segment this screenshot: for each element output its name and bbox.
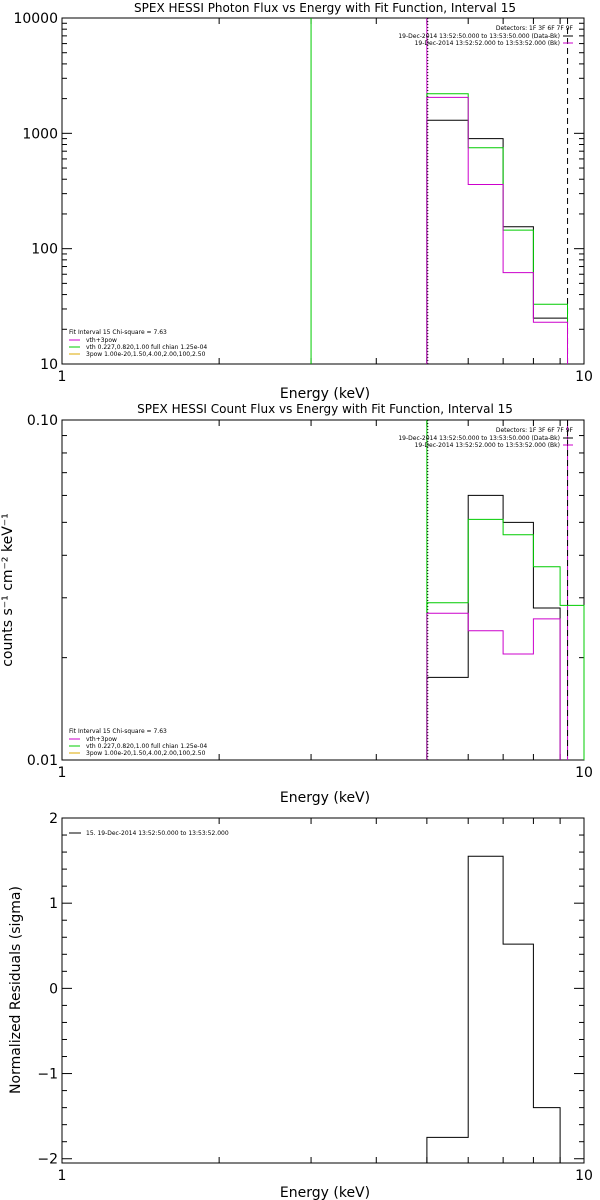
legend-data-interval: 19-Dec-2014 13:52:50.000 to 13:53:50.000… (398, 33, 560, 40)
residuals-y-tick-label: 0 (49, 981, 58, 997)
residuals-plot-frame (61, 817, 585, 1164)
legend-vth-label: vth 0.227,0.820,1.00 full chian 1.25e-04 (86, 344, 207, 351)
residuals-y-tick-label: −2 (37, 1152, 58, 1168)
photon-flux-title: SPEX HESSI Photon Flux vs Energy with Fi… (134, 1, 516, 15)
count-flux-legend-top: Detectors: 1F 3F 6F 7F 9F 19-Dec-2014 13… (398, 427, 573, 449)
residuals-series-0-step-line (426, 855, 561, 1163)
legend-fit-interval: Fit Interval 15 Chi-square = 7.63 (69, 728, 167, 735)
legend-total-label: vth+3pow (86, 337, 117, 344)
count-flux-x-axis-label: Energy (keV) (280, 790, 370, 806)
residuals-x-axis-label: Energy (keV) (280, 1185, 370, 1200)
photon-flux-panel: SPEX HESSI Photon Flux vs Energy with Fi… (13, 1, 592, 402)
photon-flux-legend-top: Detectors: 1F 3F 6F 7F 9F 19-Dec-2014 13… (398, 25, 573, 47)
residuals-y-tick-label: 1 (49, 896, 58, 912)
photon-flux-x-tick-label: 1 (58, 369, 67, 385)
count-flux-y-axis-label: counts s⁻¹ cm⁻² keV⁻¹ (0, 513, 16, 667)
photon-flux-x-tick-label: 10 (575, 369, 593, 385)
count-flux-series-0-step-line (426, 494, 561, 760)
legend-detectors: Detectors: 1F 3F 6F 7F 9F (496, 427, 574, 434)
residuals-legend: 15. 19-Dec-2014 13:52:50.000 to 13:53:52… (69, 830, 229, 837)
legend-bk-interval: 19-Dec-2014 13:52:52.000 to 13:53:52.000… (415, 40, 560, 47)
photon-flux-y-tick-label: 10 (40, 357, 58, 373)
photon-flux-series-0-step-line (426, 119, 568, 364)
residuals-y-tick-label: −1 (37, 1067, 58, 1083)
residuals-y-axis-label: Normalized Residuals (sigma) (8, 886, 24, 1094)
photon-flux-y-tick-label: 100 (31, 242, 58, 258)
legend-fit-interval: Fit Interval 15 Chi-square = 7.63 (69, 329, 167, 336)
residuals-x-tick-label: 10 (575, 1168, 593, 1184)
legend-data-interval: 19-Dec-2014 13:52:50.000 to 13:53:50.000… (398, 435, 560, 442)
count-flux-series-1-step-line (426, 518, 585, 760)
residuals-x-tick-label: 1 (58, 1168, 67, 1184)
legend-vth-label: vth 0.227,0.820,1.00 full chian 1.25e-04 (86, 743, 207, 750)
legend-total-label: vth+3pow (86, 736, 117, 743)
legend-pow-label: 3pow 1.00e-20,1.50,4.00,2.00,100,2.50 (86, 750, 206, 757)
count-flux-legend-bottom: Fit Interval 15 Chi-square = 7.63 vth+3p… (69, 728, 207, 757)
photon-flux-series-1-step-line (426, 93, 568, 364)
residuals-y-tick-label: 2 (49, 811, 58, 827)
count-flux-title: SPEX HESSI Count Flux vs Energy with Fit… (137, 402, 513, 416)
legend-detectors: Detectors: 1F 3F 6F 7F 9F (496, 25, 574, 32)
count-flux-plot-frame (61, 419, 585, 761)
photon-flux-y-tick-label: 10000 (13, 11, 58, 27)
count-flux-series-2-step-line (426, 612, 561, 760)
legend-bk-interval: 19-Dec-2014 13:52:52.000 to 13:53:52.000… (415, 442, 560, 449)
count-flux-x-tick-label: 10 (575, 765, 593, 781)
photon-flux-series-2-step-line (426, 96, 568, 364)
count-flux-x-tick-label: 1 (58, 765, 67, 781)
photon-flux-legend-bottom: Fit Interval 15 Chi-square = 7.63 vth+3p… (69, 329, 207, 358)
residuals-panel: 1 10 −2 −1 0 1 2 Energy (keV) Normalized Resid… (8, 811, 593, 1200)
legend-pow-label: 3pow 1.00e-20,1.50,4.00,2.00,100,2.50 (86, 351, 206, 358)
photon-flux-x-axis-label: Energy (keV) (280, 386, 370, 402)
count-flux-panel: SPEX HESSI Count Flux vs Energy with Fit… (0, 402, 593, 806)
photon-flux-plot-frame (61, 17, 585, 365)
photon-flux-y-tick-label: 1000 (22, 126, 58, 142)
count-flux-y-tick-label: 0.10 (27, 413, 58, 429)
count-flux-y-tick-label: 0.01 (27, 753, 58, 769)
residuals-legend-label: 15. 19-Dec-2014 13:52:50.000 to 13:53:52… (86, 830, 229, 837)
